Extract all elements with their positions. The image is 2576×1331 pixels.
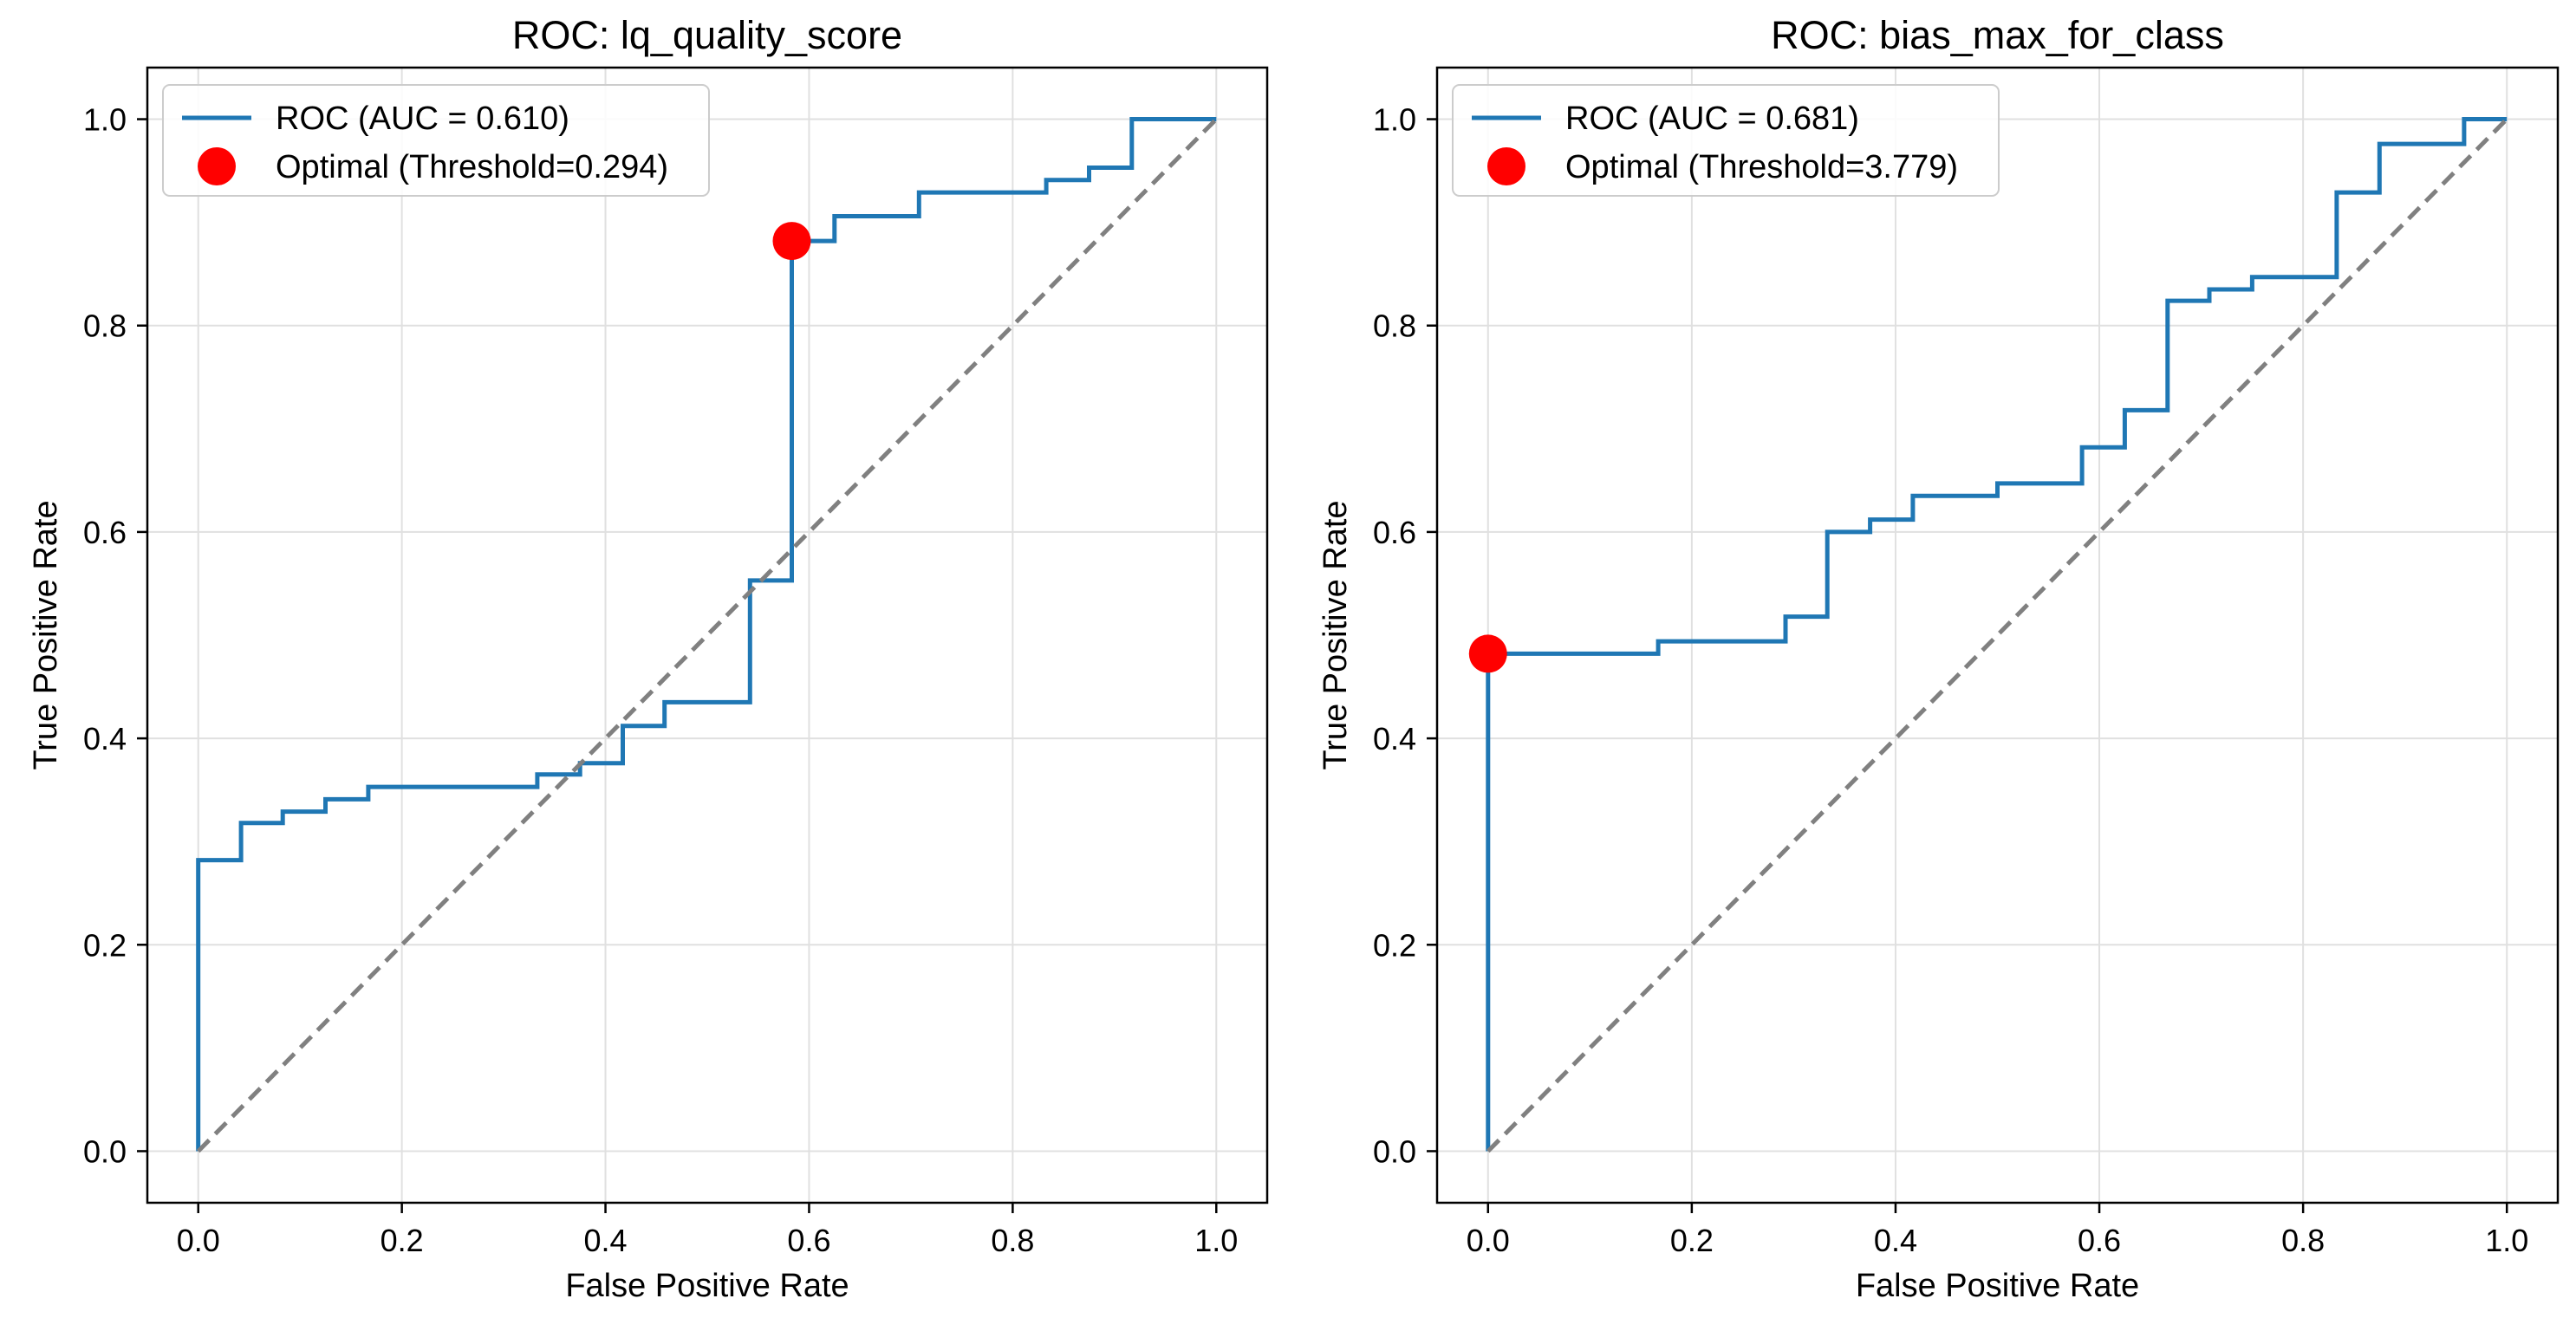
y-axis-label: True Positive Rate — [28, 500, 64, 769]
chart-title: ROC: lq_quality_score — [512, 13, 902, 57]
roc-curve-line — [196, 117, 1217, 1152]
optimal-point-marker — [1468, 634, 1507, 673]
x-tick-label: 0.2 — [381, 1223, 424, 1258]
y-tick-label: 0.8 — [83, 308, 127, 344]
chance-diagonal-line — [196, 117, 1219, 1153]
axes-frame — [146, 66, 1269, 1204]
x-tick-label: 0.2 — [1670, 1223, 1714, 1258]
chart-panel-1: 0.0 0.2 0.4 0.6 0.8 1.0 0.0 0.2 0.4 0.6 0.8 1.0 ROC:… — [28, 13, 1269, 1304]
x-axis-label: False Positive Rate — [565, 1268, 849, 1304]
legend-roc-label: ROC (AUC = 0.681) — [1565, 101, 1859, 137]
y-tick-label: 0.0 — [1373, 1133, 1416, 1169]
legend-optimal-label: Optimal (Threshold=3.779) — [1565, 149, 1958, 185]
roc-curve-line — [1486, 117, 2508, 1152]
y-tick-label: 0.4 — [83, 721, 127, 756]
chance-diagonal-line — [1486, 117, 2508, 1153]
x-tick-label: 0.4 — [1874, 1223, 1917, 1258]
x-axis-label: False Positive Rate — [1856, 1268, 2139, 1304]
y-tick-label: 0.8 — [1373, 308, 1416, 344]
x-tick-label: 0.4 — [584, 1223, 628, 1258]
optimal-point-marker — [772, 222, 811, 261]
legend-box — [1452, 84, 2000, 197]
x-tick-label: 0.0 — [177, 1223, 220, 1258]
legend-optimal-swatch — [1487, 147, 1525, 185]
y-tick-label: 1.0 — [83, 102, 127, 138]
x-tick-label: 1.0 — [1194, 1223, 1238, 1258]
legend-optimal-label: Optimal (Threshold=0.294) — [276, 149, 668, 185]
x-tick-label: 0.8 — [991, 1223, 1034, 1258]
y-tick-label: 0.2 — [1373, 927, 1416, 963]
x-tick-label: 0.6 — [2078, 1223, 2121, 1258]
x-tick-label: 0.0 — [1467, 1223, 1510, 1258]
y-tick-label: 0.0 — [83, 1133, 127, 1169]
x-tick-label: 1.0 — [2485, 1223, 2528, 1258]
axes-frame — [1435, 66, 2560, 1204]
y-tick-label: 0.6 — [83, 515, 127, 550]
y-axis-label: True Positive Rate — [1317, 500, 1354, 769]
legend-roc-label: ROC (AUC = 0.610) — [276, 101, 569, 137]
chart-panel-2: 0.0 0.2 0.4 0.6 0.8 1.0 0.0 0.2 0.4 0.6 0.8 1.0 ROC:… — [1317, 13, 2560, 1304]
y-tick-label: 1.0 — [1373, 102, 1416, 138]
legend-optimal-swatch — [198, 147, 236, 185]
legend: ROC (AUC = 0.610) Optimal (Threshold=0.29… — [162, 84, 710, 197]
legend-box — [162, 84, 710, 197]
y-tick-label: 0.2 — [83, 927, 127, 963]
y-tick-label: 0.6 — [1373, 515, 1416, 550]
chart-title: ROC: bias_max_for_class — [1771, 13, 2224, 57]
x-tick-label: 0.6 — [787, 1223, 830, 1258]
y-tick-label: 0.4 — [1373, 721, 1416, 756]
legend: ROC (AUC = 0.681) Optimal (Threshold=3.77… — [1452, 84, 2000, 197]
x-tick-label: 0.8 — [2281, 1223, 2325, 1258]
